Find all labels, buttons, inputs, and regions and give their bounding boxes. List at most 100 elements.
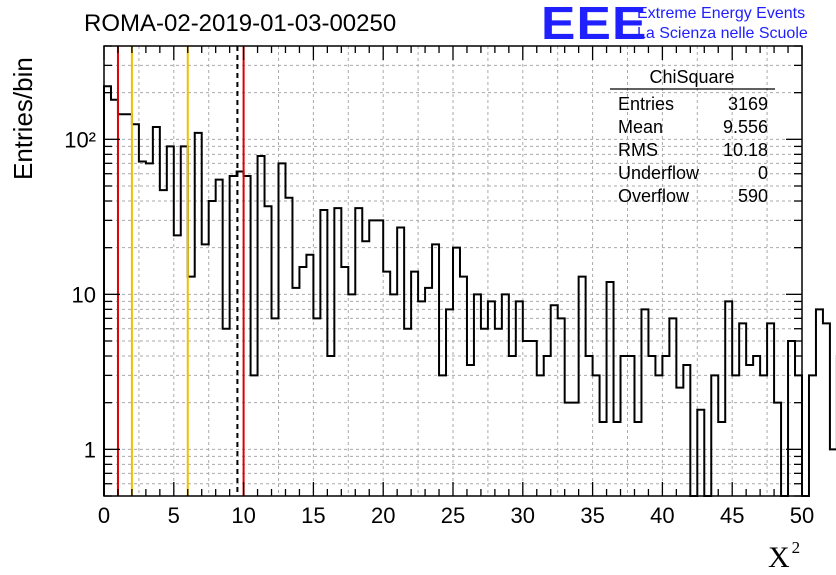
x-tick-label: 40 <box>650 503 674 528</box>
histogram-bin <box>488 301 495 496</box>
stats-label-overflow: Overflow <box>618 186 690 206</box>
histogram-bin <box>139 161 146 496</box>
histogram-bin <box>614 422 621 496</box>
histogram-bin <box>327 356 334 496</box>
tick-labels: 0 5 10 15 20 25 30 35 40 45 50 1 10 10² <box>64 127 814 528</box>
histogram-bin <box>306 255 313 496</box>
histogram-bin <box>516 301 523 496</box>
histogram-bin <box>181 146 188 496</box>
histogram-bin <box>453 248 460 496</box>
stats-value-entries: 3169 <box>728 94 768 114</box>
histogram-bin <box>641 309 648 496</box>
chart-title: ROMA-02-2019-01-03-00250 <box>84 10 397 37</box>
histogram-bin <box>809 375 816 496</box>
stats-label-rms: RMS <box>618 140 658 160</box>
y-tick-label: 10 <box>72 282 96 307</box>
histogram-bin <box>544 356 551 496</box>
histogram-bin <box>551 305 558 496</box>
histogram-bin <box>334 208 341 496</box>
histogram-bin <box>132 124 139 496</box>
stats-value-rms: 10.18 <box>723 140 768 160</box>
histogram-bin <box>111 100 118 496</box>
histogram-bin <box>481 329 488 496</box>
histogram-bin <box>739 323 746 496</box>
histogram-bin <box>299 267 306 496</box>
histogram-bin <box>502 294 509 496</box>
histogram-bin <box>160 190 167 496</box>
histogram-bin <box>600 422 607 496</box>
histogram-bin <box>369 220 376 496</box>
axes <box>103 45 803 497</box>
histogram-bin <box>823 323 830 496</box>
histogram-bin <box>272 318 279 496</box>
histogram-bin <box>230 176 237 496</box>
x-tick-label: 5 <box>168 503 180 528</box>
x-tick-label: 35 <box>580 503 604 528</box>
histogram-bin <box>816 309 823 496</box>
histogram-bin <box>474 294 481 496</box>
histogram-bin <box>390 294 397 496</box>
histogram-bin <box>558 318 565 496</box>
histogram-bin <box>676 388 683 496</box>
histogram-bin <box>125 114 132 496</box>
histogram-bin <box>732 375 739 496</box>
histogram-bin <box>104 86 111 496</box>
stats-label-entries: Entries <box>618 94 674 114</box>
histogram-bin <box>292 288 299 496</box>
histogram-bin <box>397 227 404 496</box>
logo-subtitle-line1: Extreme Energy Events <box>637 5 806 22</box>
histogram-bin <box>634 422 641 496</box>
stats-value-underflow: 0 <box>758 163 768 183</box>
histogram-bin <box>376 220 383 496</box>
stats-value-overflow: 590 <box>738 186 768 206</box>
histogram-bin <box>509 356 516 496</box>
histogram-bin <box>362 241 369 496</box>
histogram-bin <box>718 422 725 496</box>
histogram-bin <box>244 176 251 496</box>
histogram-bin <box>683 365 690 496</box>
histogram-bin <box>418 301 425 496</box>
histogram-bin <box>446 309 453 496</box>
histogram-bin <box>607 282 614 496</box>
histogram-bin <box>411 272 418 496</box>
histogram-bin <box>725 301 732 496</box>
histogram-bin <box>425 288 432 496</box>
histogram-bin <box>404 329 411 496</box>
histogram-bin <box>565 403 572 496</box>
stats-label-mean: Mean <box>618 117 663 137</box>
histogram-bin <box>697 410 704 496</box>
x-tick-label: 20 <box>371 503 395 528</box>
histogram-bin <box>313 318 320 496</box>
histogram-bin <box>265 206 272 496</box>
stats-box: ChiSquare Entries 3169 Mean 9.556 RMS 10… <box>610 67 775 206</box>
histogram-bin <box>285 198 292 496</box>
histogram-bin <box>774 403 781 496</box>
histogram-bin <box>621 356 628 496</box>
eee-logo: EEE <box>541 0 648 49</box>
histogram-bin <box>383 272 390 496</box>
stats-title: ChiSquare <box>649 67 734 87</box>
histogram-bin <box>251 375 258 496</box>
histogram-bin <box>586 356 593 496</box>
y-tick-label: 1 <box>84 437 96 462</box>
histogram-bin <box>202 244 209 496</box>
marker-lines <box>116 46 245 496</box>
histogram-bin <box>460 277 467 496</box>
histogram-bin <box>579 277 586 496</box>
histogram-bin <box>223 329 230 496</box>
histogram-bin <box>788 341 795 496</box>
histogram-bin <box>216 180 223 496</box>
logo-subtitle-line2: La Scienza nelle Scuole <box>637 25 808 42</box>
x-tick-label: 0 <box>98 503 110 528</box>
histogram-bin <box>153 127 160 496</box>
histogram-bin <box>195 133 202 496</box>
histogram-bin <box>628 356 635 496</box>
x-tick-label: 25 <box>441 503 465 528</box>
histogram-bin <box>341 267 348 496</box>
histogram-bin <box>279 163 286 496</box>
histogram-bin <box>167 146 174 496</box>
histogram-bin <box>655 375 662 496</box>
histogram-bin <box>188 277 195 496</box>
